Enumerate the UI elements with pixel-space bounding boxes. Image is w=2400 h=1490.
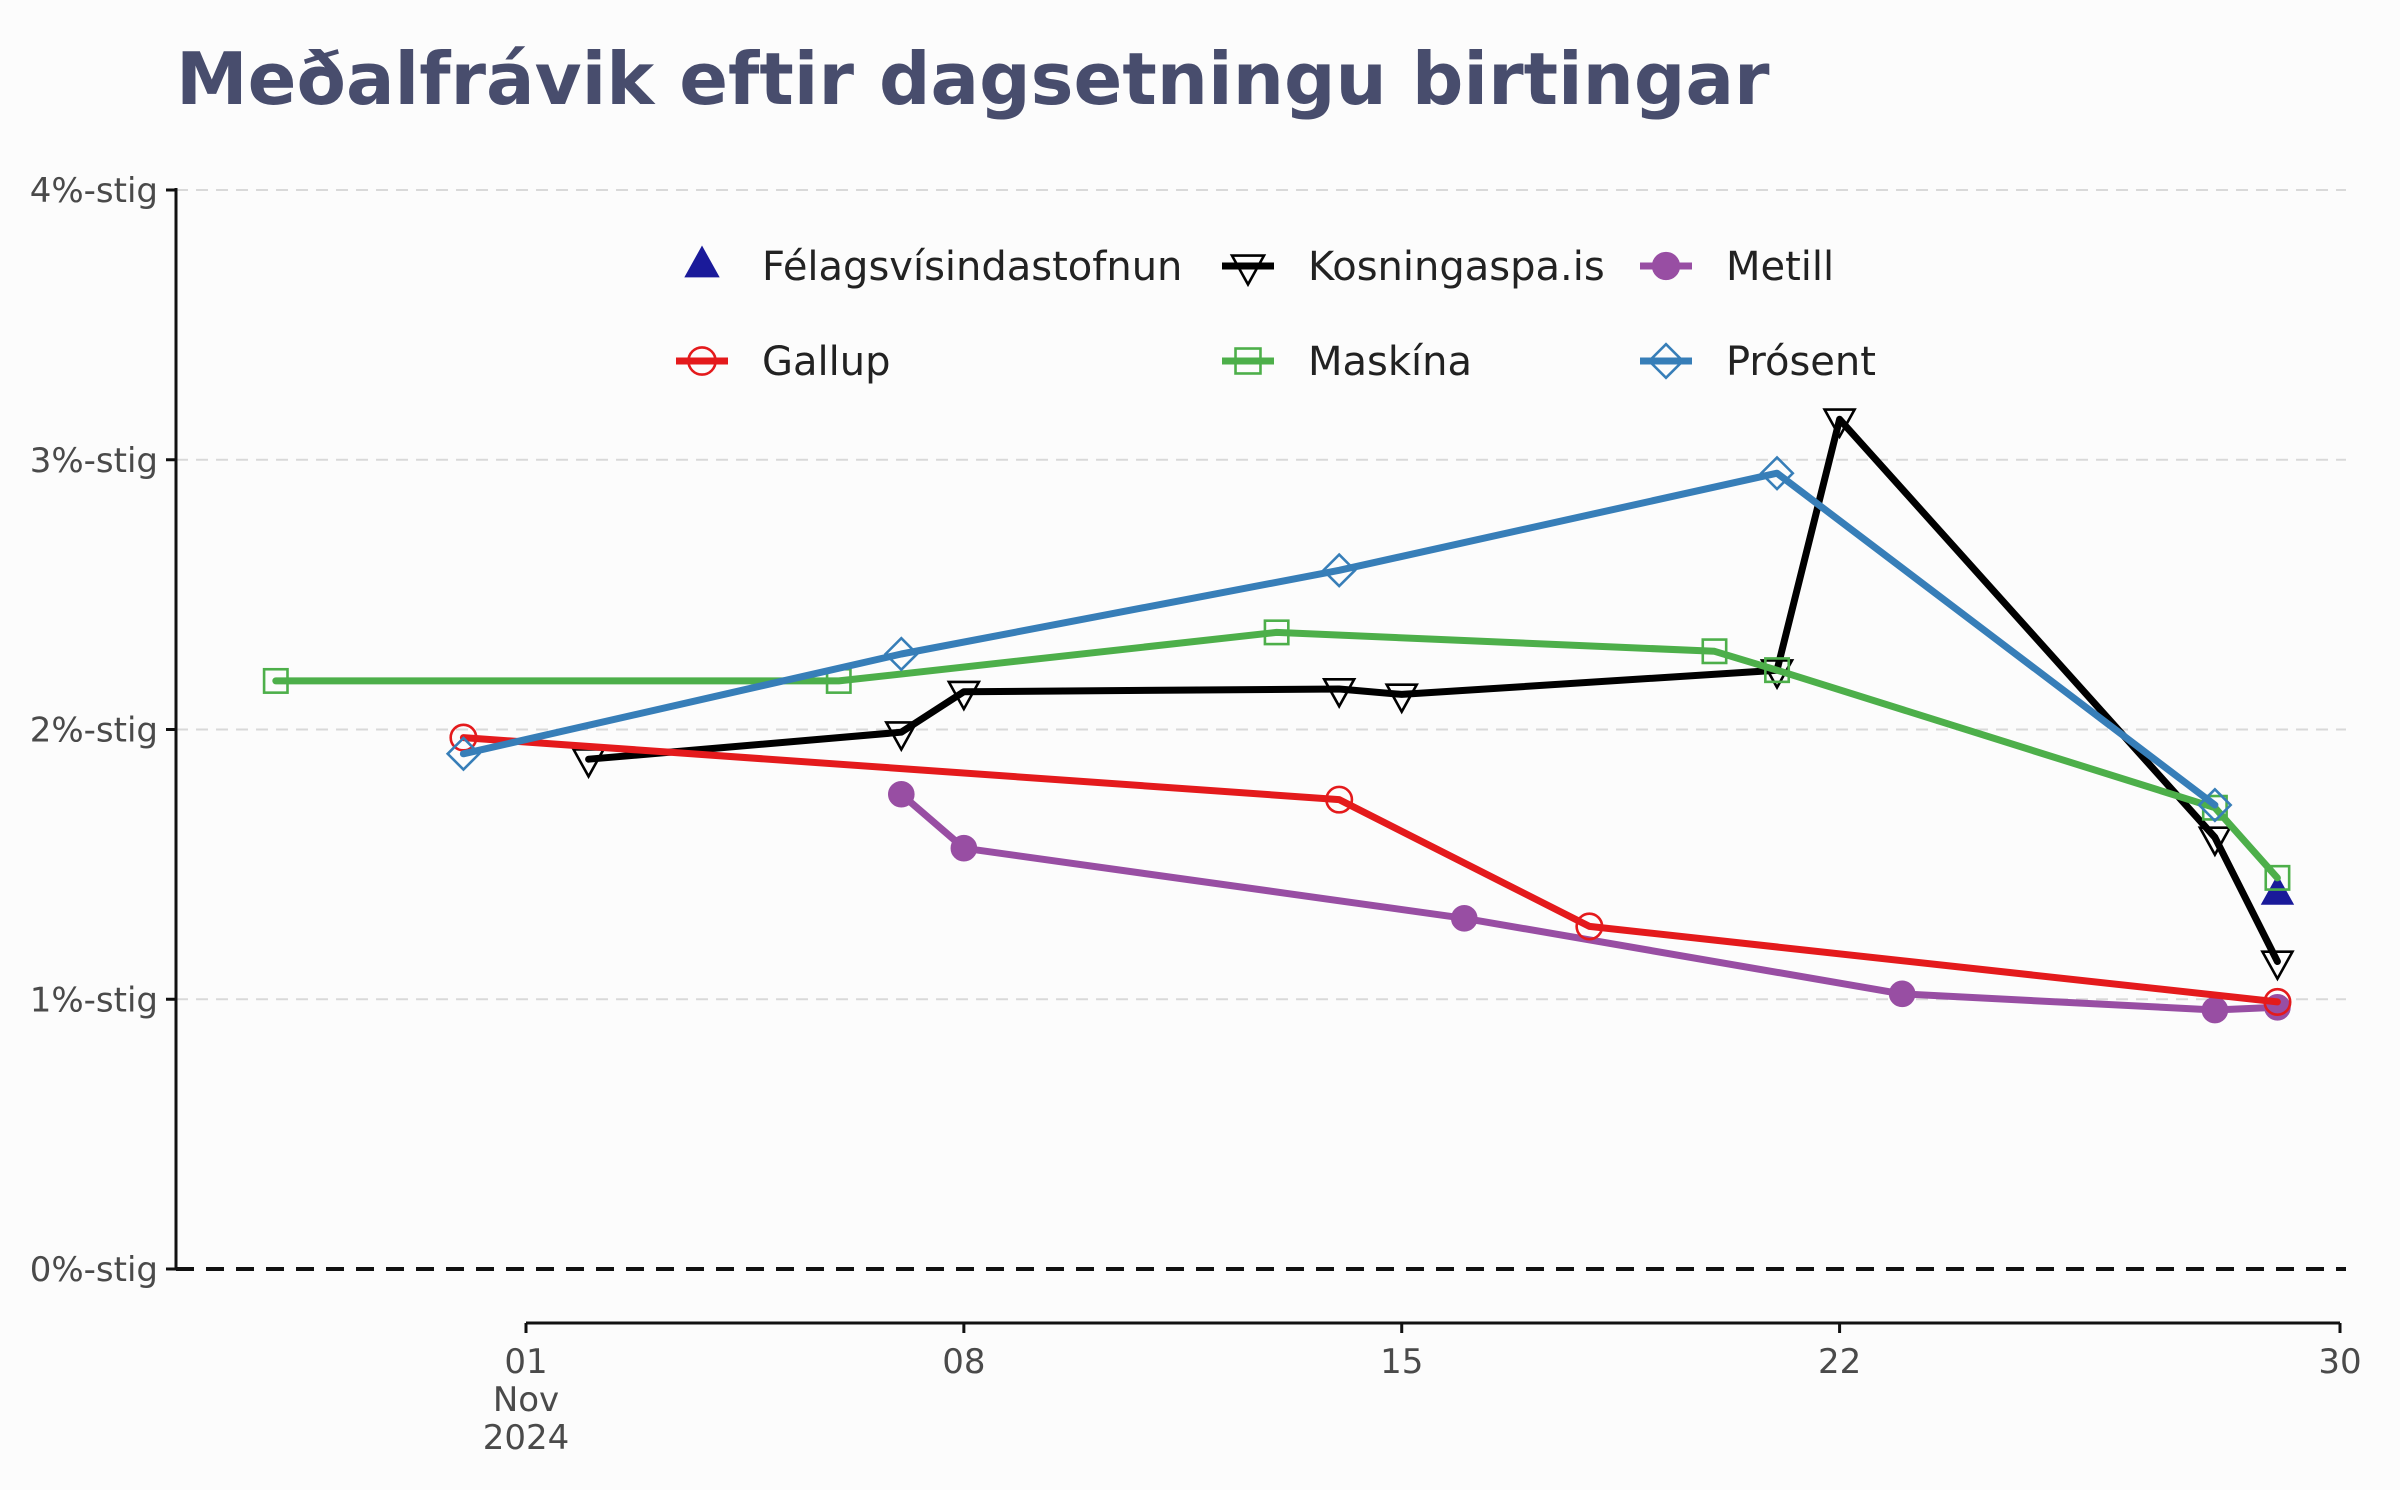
- data-point: [1263, 619, 1290, 646]
- legend-marker: [684, 245, 720, 278]
- legend-item: Kosningaspa.is: [1222, 244, 1605, 290]
- data-point: [1888, 980, 1916, 1008]
- series-line: [459, 734, 2281, 1006]
- data-point: [946, 680, 982, 712]
- legend-item: Félagsvísindastofnun: [684, 244, 1182, 290]
- x-tick-label: 01 Nov 2024: [483, 1342, 570, 1458]
- legend-label: Maskína: [1308, 339, 1472, 385]
- y-tick-label: 2%-stig: [30, 711, 158, 751]
- x-tick-label: 30: [2318, 1342, 2361, 1382]
- data-point: [1321, 552, 1357, 588]
- series-line: [585, 415, 2281, 965]
- y-tick-label: 3%-stig: [30, 441, 158, 481]
- data-point: [445, 736, 482, 772]
- series-layer: [262, 408, 2295, 1024]
- legend-label: Félagsvísindastofnun: [762, 244, 1182, 290]
- data-point: [2197, 826, 2233, 858]
- data-point: [571, 748, 606, 780]
- chart-title: Meðalfrávik eftir dagsetningu birtingar: [176, 37, 1770, 121]
- y-tick-label: 4%-stig: [30, 171, 158, 211]
- series-metill: [888, 780, 2291, 1024]
- series-maskina: [262, 619, 2291, 891]
- data-point: [888, 780, 915, 808]
- series-prosent: [445, 455, 2233, 823]
- legend-label: Gallup: [762, 339, 890, 385]
- data-point: [1759, 455, 1795, 491]
- data-point: [1321, 677, 1357, 709]
- legend-label: Prósent: [1726, 339, 1876, 385]
- data-point: [883, 636, 919, 672]
- y-tick-label: 1%-stig: [30, 980, 158, 1020]
- data-point: [1384, 683, 1419, 715]
- data-point: [1822, 408, 1857, 440]
- data-point: [1325, 785, 1354, 814]
- legend-marker: [1647, 342, 1685, 380]
- series-kosningaspa-is: [571, 408, 2295, 982]
- data-point: [1764, 657, 1791, 684]
- legend-item: Maskína: [1222, 339, 1472, 385]
- x-tick-label: 22: [1818, 1342, 1861, 1382]
- data-point: [2260, 950, 2295, 982]
- data-point: [2263, 987, 2292, 1016]
- data-point: [1701, 638, 1728, 665]
- legend: Félagsvísindastofnun Kosningaspa.is Metill…: [676, 244, 1876, 385]
- x-tick-label: 08: [942, 1342, 985, 1382]
- legend-marker: [1234, 347, 1262, 375]
- x-tick-label: 15: [1380, 1342, 1423, 1382]
- legend-item: Gallup: [676, 339, 890, 385]
- legend-marker: [1651, 251, 1681, 281]
- legend-item: Prósent: [1640, 339, 1876, 385]
- data-point: [2197, 787, 2233, 823]
- series-gallup: [449, 723, 2292, 1016]
- legend-marker: [1229, 254, 1267, 288]
- axes: 0%-stig 1%-stig 2%-stig 3%-stig 4%-stig 01 Nov…: [30, 171, 2362, 1458]
- data-point: [884, 721, 919, 753]
- data-point: [1575, 912, 1604, 941]
- data-point: [2264, 864, 2291, 891]
- legend-label: Metill: [1726, 244, 1834, 290]
- data-point: [262, 667, 289, 694]
- legend-marker: [687, 346, 717, 376]
- series-line: [459, 469, 2219, 809]
- data-point: [1450, 905, 1478, 932]
- data-point: [950, 834, 978, 862]
- legend-item: Metill: [1640, 244, 1834, 290]
- data-point: [2201, 996, 2229, 1024]
- y-tick-label: 0%-stig: [30, 1250, 158, 1290]
- legend-label: Kosningaspa.is: [1308, 244, 1605, 290]
